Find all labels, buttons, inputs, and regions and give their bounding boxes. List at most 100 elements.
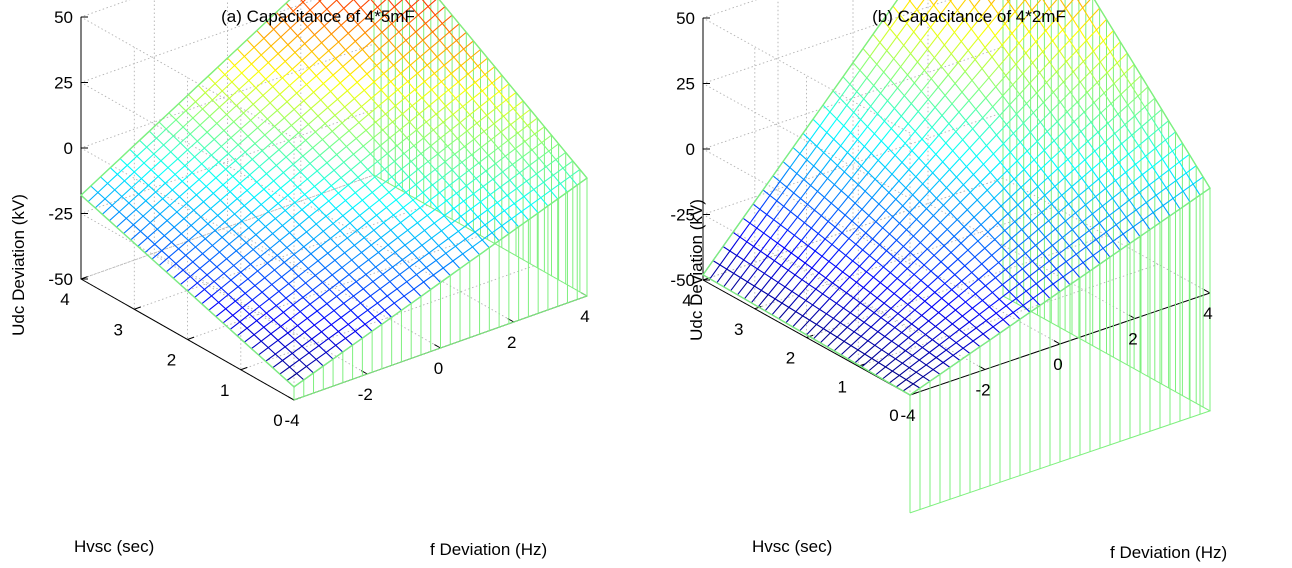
mesh-segment: [811, 216, 821, 228]
mesh-segment: [384, 223, 391, 231]
mesh-segment: [828, 178, 835, 184]
mesh-segment: [808, 246, 815, 251]
mesh-segment: [463, 247, 473, 254]
mesh-segment: [455, 154, 462, 162]
mesh-segment: [276, 298, 286, 306]
mesh-segment: [915, 310, 922, 315]
mesh-segment: [300, 304, 310, 311]
mesh-segment: [900, 213, 910, 224]
mesh-segment: [300, 312, 307, 319]
mesh-segment: [305, 35, 315, 44]
mesh-segment: [327, 304, 334, 311]
mesh-segment: [429, 253, 436, 261]
mesh-segment: [1111, 94, 1121, 103]
z-tick-label: 25: [676, 75, 695, 94]
mesh-segment: [206, 186, 213, 193]
mesh-segment: [940, 180, 947, 187]
mesh-segment: [879, 204, 886, 210]
mesh-segment: [990, 162, 1000, 172]
mesh-segment: [1079, 196, 1086, 205]
mesh-segment: [238, 136, 248, 145]
mesh-segment: [863, 288, 870, 293]
mesh-segment: [912, 348, 922, 356]
mesh-segment: [1089, 187, 1096, 196]
mesh-segment: [331, 83, 341, 92]
mesh-segment: [254, 38, 264, 47]
mesh-segment: [485, 67, 495, 75]
mesh-segment: [1032, 261, 1039, 269]
mesh-segment: [375, 317, 382, 324]
mesh-segment: [488, 203, 498, 210]
mesh-segment: [899, 170, 909, 181]
mesh-segment: [1159, 121, 1169, 129]
mesh-segment: [1046, 229, 1056, 237]
mesh-segment: [465, 239, 472, 247]
mesh-segment: [315, 26, 325, 35]
mesh-segment: [876, 367, 886, 375]
mesh-segment: [395, 252, 402, 259]
mesh-segment: [1025, 204, 1035, 213]
mesh-segment: [149, 131, 156, 138]
mesh-segment: [262, 151, 269, 158]
mesh-segment: [879, 193, 889, 205]
mesh-segment: [984, 198, 994, 208]
mesh-segment: [251, 112, 261, 121]
mesh-segment: [291, 312, 301, 319]
mesh-segment: [781, 212, 791, 225]
mesh-segment: [1159, 170, 1169, 178]
mesh-segment: [421, 146, 431, 154]
mesh-segment: [757, 228, 764, 233]
mesh-segment: [886, 359, 896, 367]
mesh-segment: [377, 215, 384, 222]
mesh-segment: [811, 228, 818, 234]
mesh-segment: [867, 272, 874, 277]
x-tick-label: 2: [507, 333, 516, 352]
mesh-segment: [895, 155, 902, 162]
mesh-segment: [359, 260, 369, 267]
mesh-segment: [380, 289, 387, 296]
mesh-segment: [367, 66, 377, 74]
mesh-segment: [316, 67, 326, 76]
mesh-segment: [1085, 151, 1095, 160]
mesh-segment: [531, 198, 541, 205]
mesh-segment: [296, 0, 303, 2]
mesh-segment: [764, 233, 771, 238]
mesh-segment: [185, 166, 192, 173]
mesh-segment: [511, 125, 518, 133]
mesh-segment: [283, 69, 293, 78]
mesh-segment: [1142, 118, 1152, 127]
mesh-segment: [896, 359, 903, 363]
mesh-segment: [242, 73, 249, 81]
mesh-segment: [247, 321, 257, 329]
mesh-segment: [1082, 170, 1092, 179]
mesh-segment: [298, 27, 308, 36]
mesh-segment: [316, 76, 323, 84]
mesh-segment: [850, 313, 857, 318]
mesh-segment: [999, 55, 1009, 66]
mesh-segment: [98, 193, 105, 199]
mesh-segment: [270, 241, 280, 249]
mesh-segment: [338, 91, 348, 99]
mesh-segment: [1173, 198, 1180, 209]
mesh-segment: [1119, 200, 1129, 208]
mesh-segment: [195, 157, 202, 164]
mesh-segment: [1072, 222, 1082, 230]
mesh-segment: [899, 346, 906, 351]
mesh-segment: [346, 193, 356, 201]
mesh-segment: [1003, 313, 1013, 320]
mesh-segment: [872, 198, 879, 204]
mesh-segment: [942, 104, 952, 116]
mesh-segment: [1111, 104, 1118, 115]
mesh-segment: [433, 185, 440, 193]
mesh-segment: [314, 92, 321, 100]
mesh-segment: [390, 282, 397, 289]
mesh-segment: [419, 260, 426, 267]
mesh-segment: [1020, 94, 1027, 103]
mesh-segment: [216, 178, 223, 185]
mesh-segment: [387, 296, 394, 303]
mesh-segment: [908, 112, 918, 124]
mesh-segment: [366, 130, 373, 138]
mesh-segment: [1063, 82, 1070, 92]
mesh-segment: [768, 295, 775, 299]
mesh-segment: [249, 220, 259, 228]
